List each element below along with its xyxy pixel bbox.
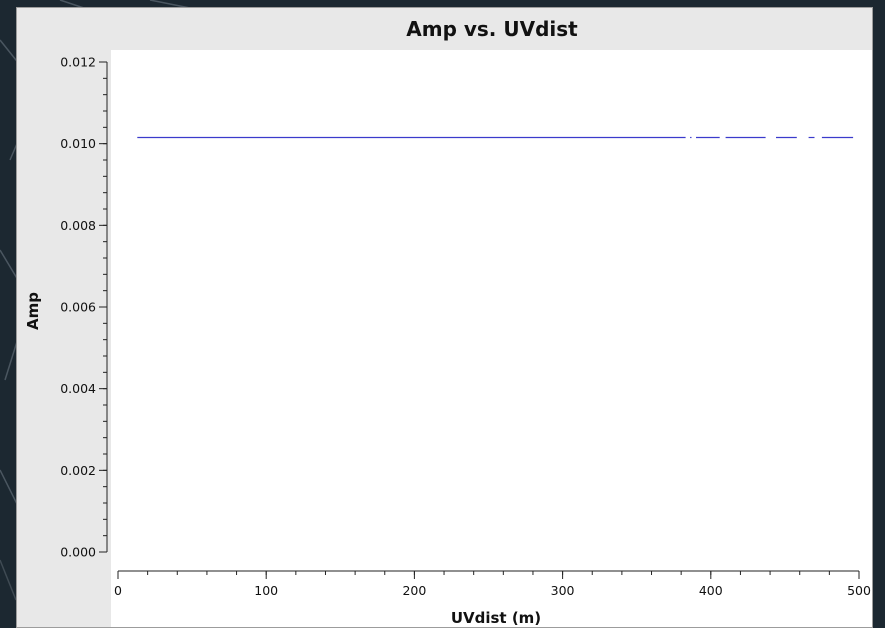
plot-window: Amp vs. UVdist 0.000 0.002 0.004 0.006 0.008…: [16, 7, 873, 628]
x-tick-label: 0: [114, 583, 122, 598]
x-tick-label: 200: [402, 583, 426, 598]
y-axis: 0.000 0.002 0.004 0.006 0.008 0.010 0.012: [60, 55, 108, 560]
y-tick-label: 0.010: [60, 136, 96, 151]
y-tick-label: 0.004: [60, 381, 96, 396]
y-tick-label: 0.008: [60, 218, 96, 233]
plot-area: [111, 50, 872, 627]
chart-title: Amp vs. UVdist: [406, 17, 578, 41]
x-axis: 0 100 200 300 400 500: [114, 570, 871, 598]
y-tick-label: 0.012: [60, 55, 96, 70]
y-axis-title: Amp: [24, 292, 42, 330]
amp-vs-uvdist-chart: Amp vs. UVdist 0.000 0.002 0.004 0.006 0.008…: [24, 17, 872, 627]
x-tick-label: 400: [699, 583, 723, 598]
y-tick-label: 0.002: [60, 463, 96, 478]
y-tick-label: 0.006: [60, 300, 96, 315]
x-tick-label: 500: [847, 583, 871, 598]
x-axis-title: UVdist (m): [451, 609, 541, 627]
x-tick-label: 100: [254, 583, 278, 598]
x-tick-label: 300: [551, 583, 575, 598]
y-tick-label: 0.000: [60, 545, 96, 560]
